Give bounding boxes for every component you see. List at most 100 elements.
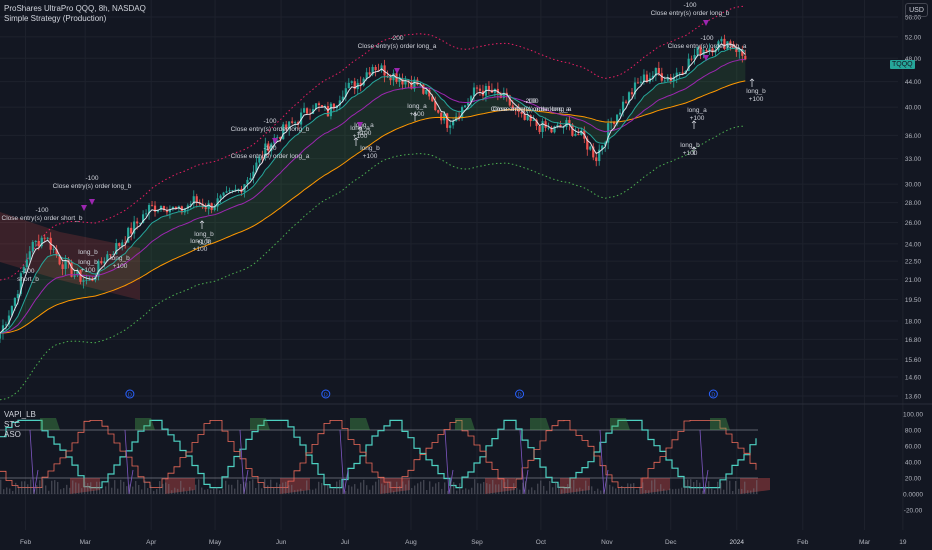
candle-body[interactable] bbox=[213, 206, 216, 210]
candle-body[interactable] bbox=[302, 108, 306, 113]
candle-body[interactable] bbox=[744, 55, 747, 60]
candle-body[interactable] bbox=[633, 82, 637, 95]
candle-body[interactable] bbox=[672, 76, 675, 82]
candle-body[interactable] bbox=[264, 143, 267, 158]
candle-body[interactable] bbox=[535, 119, 538, 126]
candle-body[interactable] bbox=[458, 116, 461, 118]
candle-body[interactable] bbox=[440, 112, 443, 121]
candle-body[interactable] bbox=[1, 325, 5, 334]
candle-body[interactable] bbox=[699, 47, 702, 55]
candle-body[interactable] bbox=[147, 204, 151, 214]
candle-body[interactable] bbox=[159, 205, 163, 210]
candle-body[interactable] bbox=[571, 124, 574, 136]
candle-body[interactable] bbox=[645, 74, 649, 82]
candle-body[interactable] bbox=[82, 280, 85, 282]
candle-body[interactable] bbox=[109, 254, 112, 256]
candle-body[interactable] bbox=[446, 113, 449, 128]
candle-body[interactable] bbox=[88, 279, 91, 281]
candle-body[interactable] bbox=[299, 112, 303, 125]
candle-body[interactable] bbox=[73, 275, 76, 277]
candle-body[interactable] bbox=[234, 189, 237, 191]
candle-body[interactable] bbox=[4, 324, 8, 326]
candle-body[interactable] bbox=[139, 222, 142, 224]
candle-body[interactable] bbox=[40, 237, 43, 247]
candle-body[interactable] bbox=[592, 146, 595, 158]
candle-body[interactable] bbox=[544, 121, 547, 128]
candle-body[interactable] bbox=[249, 177, 252, 180]
candle-body[interactable] bbox=[529, 115, 532, 122]
candle-body[interactable] bbox=[276, 137, 279, 138]
candle-body[interactable] bbox=[690, 58, 693, 60]
candle-body[interactable] bbox=[449, 125, 452, 128]
candle-body[interactable] bbox=[651, 75, 654, 79]
candle-body[interactable] bbox=[201, 203, 204, 208]
candle-body[interactable] bbox=[365, 72, 368, 79]
candle-body[interactable] bbox=[332, 103, 335, 109]
candle-body[interactable] bbox=[115, 243, 118, 255]
candle-body[interactable] bbox=[76, 270, 79, 276]
dividend-marker[interactable] bbox=[515, 389, 525, 399]
symbol-title[interactable]: ProShares UltraPro QQQ, 8h, NASDAQ bbox=[4, 4, 146, 13]
candle-body[interactable] bbox=[434, 101, 437, 111]
candle-body[interactable] bbox=[523, 113, 526, 120]
candle-body[interactable] bbox=[192, 196, 195, 204]
candle-body[interactable] bbox=[165, 210, 169, 213]
candle-body[interactable] bbox=[52, 249, 55, 251]
candle-body[interactable] bbox=[460, 107, 464, 118]
candle-body[interactable] bbox=[225, 191, 228, 193]
candle-body[interactable] bbox=[636, 82, 640, 84]
candle-body[interactable] bbox=[478, 88, 482, 91]
candle-body[interactable] bbox=[616, 114, 619, 124]
candle-body[interactable] bbox=[344, 88, 347, 97]
candle-body[interactable] bbox=[353, 81, 356, 90]
candle-body[interactable] bbox=[642, 74, 646, 82]
candle-body[interactable] bbox=[127, 227, 130, 243]
candle-body[interactable] bbox=[613, 122, 616, 124]
candle-body[interactable] bbox=[568, 120, 571, 125]
candle-body[interactable] bbox=[118, 243, 121, 246]
candle-body[interactable] bbox=[532, 119, 535, 122]
candle-body[interactable] bbox=[586, 138, 589, 150]
candle-body[interactable] bbox=[189, 203, 192, 206]
candle-body[interactable] bbox=[741, 48, 744, 56]
candle-body[interactable] bbox=[657, 67, 660, 74]
candle-body[interactable] bbox=[297, 122, 300, 125]
candle-body[interactable] bbox=[401, 79, 404, 85]
candle-body[interactable] bbox=[627, 92, 631, 103]
candle-body[interactable] bbox=[630, 92, 634, 95]
candle-body[interactable] bbox=[305, 108, 309, 114]
candle-body[interactable] bbox=[255, 162, 258, 172]
candle-body[interactable] bbox=[663, 80, 666, 82]
candle-body[interactable] bbox=[288, 121, 291, 130]
candle-body[interactable] bbox=[681, 72, 684, 75]
candle-body[interactable] bbox=[368, 72, 371, 75]
candle-body[interactable] bbox=[604, 142, 607, 146]
candle-body[interactable] bbox=[556, 124, 559, 127]
candle-body[interactable] bbox=[437, 110, 440, 113]
dividend-marker[interactable] bbox=[708, 389, 718, 399]
candle-body[interactable] bbox=[520, 111, 523, 114]
candle-body[interactable] bbox=[326, 105, 330, 117]
candle-body[interactable] bbox=[514, 108, 517, 110]
candle-body[interactable] bbox=[136, 221, 139, 224]
candle-body[interactable] bbox=[222, 192, 225, 196]
candle-body[interactable] bbox=[10, 305, 14, 316]
candle-body[interactable] bbox=[547, 127, 550, 129]
candle-body[interactable] bbox=[43, 237, 46, 239]
candle-body[interactable] bbox=[452, 120, 455, 126]
candle-body[interactable] bbox=[246, 179, 249, 185]
candle-body[interactable] bbox=[294, 122, 297, 123]
candle-body[interactable] bbox=[431, 96, 434, 102]
candle-body[interactable] bbox=[618, 112, 622, 115]
candle-body[interactable] bbox=[621, 101, 625, 113]
candle-body[interactable] bbox=[717, 41, 720, 51]
currency-button[interactable]: USD bbox=[905, 3, 928, 17]
candle-body[interactable] bbox=[267, 143, 270, 152]
candle-body[interactable] bbox=[100, 261, 103, 264]
candle-body[interactable] bbox=[475, 87, 479, 89]
indicator-stc[interactable]: STC bbox=[4, 420, 20, 429]
candle-body[interactable] bbox=[511, 105, 514, 109]
candle-body[interactable] bbox=[46, 237, 49, 239]
candle-body[interactable] bbox=[508, 95, 511, 106]
candle-body[interactable] bbox=[103, 261, 106, 264]
